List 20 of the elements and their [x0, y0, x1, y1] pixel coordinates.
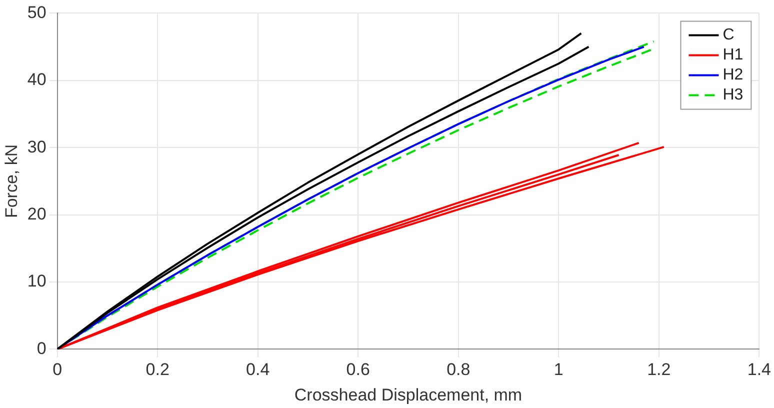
- y-tick-label: 0: [36, 338, 46, 358]
- x-tick-label: 1.2: [647, 360, 671, 380]
- y-tick-label: 30: [27, 137, 46, 156]
- x-axis-title: Crosshead Displacement, mm: [294, 385, 522, 404]
- x-tick-label: 0.6: [346, 360, 370, 380]
- x-tick-label: 0: [52, 360, 62, 380]
- x-tick-label: 0.4: [246, 360, 270, 380]
- legend-label: C: [722, 26, 734, 44]
- legend-label: H3: [722, 86, 744, 104]
- y-tick-label: 40: [27, 70, 46, 90]
- y-tick-label: 10: [27, 272, 46, 291]
- y-tick-label: 50: [27, 2, 46, 22]
- y-tick-label: 20: [27, 204, 46, 224]
- legend-label: H2: [722, 66, 744, 84]
- x-tick-label: 1: [554, 360, 564, 380]
- y-axis-title: Force, kN: [2, 144, 21, 218]
- x-tick-label: 1.4: [747, 360, 772, 380]
- legend-label: H1: [722, 46, 744, 64]
- x-tick-label: 0.2: [146, 360, 170, 380]
- x-tick-label: 0.8: [446, 360, 470, 380]
